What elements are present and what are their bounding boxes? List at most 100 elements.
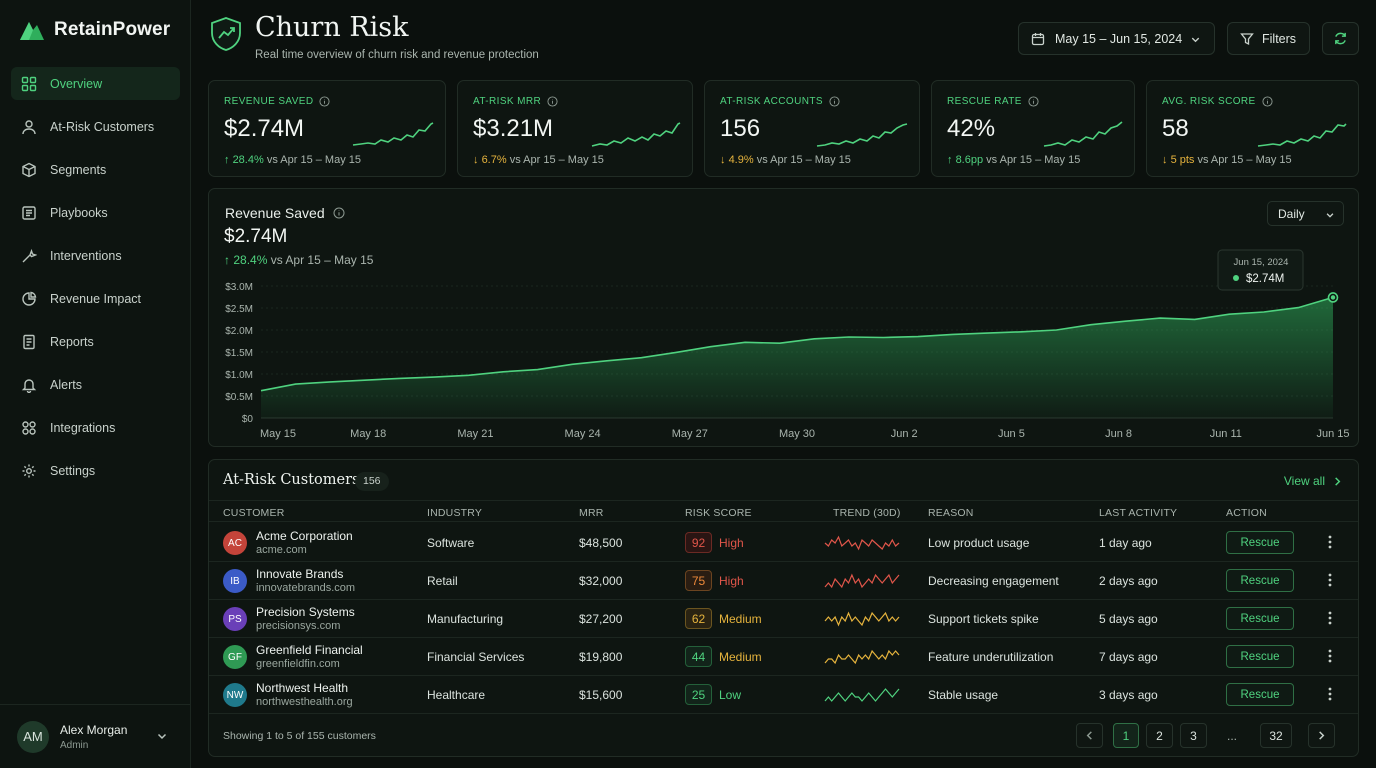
- rescue-button[interactable]: Rescue: [1226, 683, 1294, 706]
- more-options-icon[interactable]: [1327, 648, 1333, 664]
- sidebar-item-integrations[interactable]: Integrations: [11, 411, 180, 444]
- table-row[interactable]: PS Precision Systems precisionsys.com Ma…: [209, 600, 1358, 638]
- kpi-card-avg-risk-score[interactable]: AVG. RISK SCORE 58 ↓ 5 pts vs Apr 15 – M…: [1146, 80, 1359, 177]
- more-options-icon[interactable]: [1327, 572, 1333, 588]
- reason: Decreasing engagement: [928, 574, 1059, 588]
- sidebar-item-revenue-impact[interactable]: Revenue Impact: [11, 282, 180, 315]
- col-industry[interactable]: INDUSTRY: [427, 507, 483, 519]
- sidebar-item-overview[interactable]: Overview: [11, 67, 180, 100]
- rescue-button[interactable]: Rescue: [1226, 607, 1294, 630]
- info-icon[interactable]: [319, 96, 331, 107]
- col-customer[interactable]: CUSTOMER: [223, 507, 285, 519]
- y-tick-label: $0: [242, 414, 254, 425]
- avatar: AM: [17, 720, 49, 753]
- sidebar-item-at-risk-customers[interactable]: At-Risk Customers: [11, 110, 180, 143]
- more-options-icon[interactable]: [1327, 686, 1333, 702]
- data-point: [882, 336, 884, 338]
- kpi-card-revenue-saved[interactable]: REVENUE SAVED $2.74M ↑ 28.4% vs Apr 15 –…: [208, 80, 446, 177]
- customer-name[interactable]: Acme Corporation: [256, 529, 353, 543]
- avatar: PS: [223, 607, 247, 631]
- rescue-button[interactable]: Rescue: [1226, 569, 1294, 592]
- table-row[interactable]: AC Acme Corporation acme.com Software $4…: [209, 524, 1358, 562]
- data-point: [951, 333, 953, 335]
- info-icon[interactable]: [1262, 96, 1273, 107]
- last-activity: 1 day ago: [1099, 536, 1152, 550]
- col-last-activity[interactable]: LAST ACTIVITY: [1099, 507, 1178, 519]
- data-point: [1159, 317, 1161, 319]
- data-point: [1263, 311, 1265, 313]
- more-options-icon[interactable]: [1327, 610, 1333, 626]
- kpi-card-at-risk-accounts[interactable]: AT-RISK ACCOUNTS 156 ↓ 4.9% vs Apr 15 – …: [704, 80, 920, 177]
- info-icon[interactable]: [547, 96, 558, 107]
- data-point: [986, 332, 988, 334]
- chevron-right-icon: [1335, 476, 1341, 486]
- x-tick-label: May 27: [672, 428, 708, 440]
- table-row[interactable]: NW Northwest Health northwesthealth.org …: [209, 676, 1358, 714]
- revenue-chart[interactable]: $0 $0.5M $1.0M $1.5M $2.0M $2.5M $3.0M May 15 Ma…: [209, 189, 1360, 448]
- data-point: [848, 336, 850, 338]
- more-options-icon[interactable]: [1327, 534, 1333, 550]
- kpi-sparkline: [1257, 123, 1347, 147]
- refresh-button[interactable]: [1322, 22, 1359, 55]
- y-tick-label: $1.5M: [225, 348, 253, 359]
- risk-level: High: [719, 574, 744, 588]
- col-mrr[interactable]: MRR: [579, 507, 604, 519]
- x-tick-label: May 24: [565, 428, 601, 440]
- user-menu[interactable]: AM Alex Morgan Admin: [0, 704, 190, 768]
- sidebar-item-playbooks[interactable]: Playbooks: [11, 196, 180, 229]
- customer-domain: acme.com: [256, 544, 307, 556]
- sidebar-item-reports[interactable]: Reports: [11, 325, 180, 358]
- view-all-link[interactable]: View all: [1284, 474, 1342, 488]
- trend-sparkline: [824, 611, 900, 627]
- sidebar-item-alerts[interactable]: Alerts: [11, 368, 180, 401]
- next-page-button[interactable]: [1308, 723, 1335, 748]
- rescue-button[interactable]: Rescue: [1226, 645, 1294, 668]
- sidebar-item-interventions[interactable]: Interventions: [11, 239, 180, 272]
- data-point: [536, 368, 538, 370]
- col-trend[interactable]: TREND (30D): [833, 507, 901, 519]
- table-row[interactable]: IB Innovate Brands innovatebrands.com Re…: [209, 562, 1358, 600]
- trend-sparkline: [824, 649, 900, 665]
- y-tick-label: $0.5M: [225, 392, 253, 403]
- page-button-32[interactable]: 32: [1260, 723, 1292, 748]
- page-button-1[interactable]: 1: [1113, 723, 1139, 748]
- page-button-2[interactable]: 2: [1146, 723, 1173, 748]
- page-button-3[interactable]: 3: [1180, 723, 1207, 748]
- x-tick-label: May 15: [260, 428, 296, 440]
- kpi-delta: 4.9%: [728, 154, 754, 166]
- filters-button[interactable]: Filters: [1227, 22, 1310, 55]
- page-subtitle: Real time overview of churn risk and rev…: [255, 49, 539, 61]
- customer-name[interactable]: Innovate Brands: [256, 567, 344, 581]
- x-tick-label: Jun 15: [1316, 428, 1349, 440]
- customer-domain: northwesthealth.org: [256, 696, 353, 708]
- info-icon[interactable]: [829, 96, 840, 107]
- sidebar-item-segments[interactable]: Segments: [11, 153, 180, 186]
- kpi-card-at-risk-mrr[interactable]: AT-RISK MRR $3.21M ↓ 6.7% vs Apr 15 – Ma…: [457, 80, 693, 177]
- brand[interactable]: RetainPower: [18, 18, 170, 42]
- info-icon[interactable]: [1028, 96, 1039, 107]
- sidebar-item-label: Reports: [50, 334, 94, 349]
- rescue-button[interactable]: Rescue: [1226, 531, 1294, 554]
- avatar: AC: [223, 531, 247, 555]
- page-title: Churn Risk: [255, 12, 409, 43]
- customer-name[interactable]: Northwest Health: [256, 681, 349, 695]
- col-risk-score[interactable]: RISK SCORE: [685, 507, 752, 519]
- logo-icon: [20, 22, 44, 40]
- chart-tooltip: [1217, 249, 1304, 291]
- prev-page-button[interactable]: [1076, 723, 1103, 748]
- info-icon[interactable]: [333, 207, 345, 219]
- col-action[interactable]: ACTION: [1226, 507, 1267, 519]
- table-row[interactable]: GF Greenfield Financial greenfieldfin.co…: [209, 638, 1358, 676]
- date-range-picker[interactable]: May 15 – Jun 15, 2024: [1018, 22, 1215, 55]
- sidebar-item-label: Overview: [50, 76, 103, 91]
- kpi-value: 58: [1162, 115, 1189, 142]
- col-reason[interactable]: REASON: [928, 507, 974, 519]
- sidebar-item-settings[interactable]: Settings: [11, 454, 180, 487]
- risk-score-badge: 44: [685, 646, 712, 667]
- granularity-select[interactable]: Daily: [1267, 201, 1344, 226]
- customer-name[interactable]: Greenfield Financial: [256, 643, 363, 657]
- customer-name[interactable]: Precision Systems: [256, 605, 355, 619]
- x-tick-label: Jun 11: [1210, 428, 1242, 440]
- x-tick-label: May 21: [457, 428, 493, 440]
- kpi-card-rescue-rate[interactable]: RESCUE RATE 42% ↑ 8.6pp vs Apr 15 – May …: [931, 80, 1135, 177]
